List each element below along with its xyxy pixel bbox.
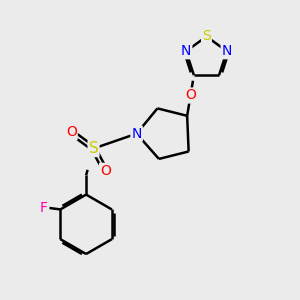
Text: O: O [66,125,77,139]
Text: S: S [89,141,98,156]
Text: F: F [40,201,48,215]
Text: N: N [131,127,142,141]
Text: N: N [181,44,191,58]
Text: N: N [222,44,232,58]
Text: S: S [202,29,211,44]
Text: O: O [185,88,196,103]
Text: O: O [100,164,111,178]
